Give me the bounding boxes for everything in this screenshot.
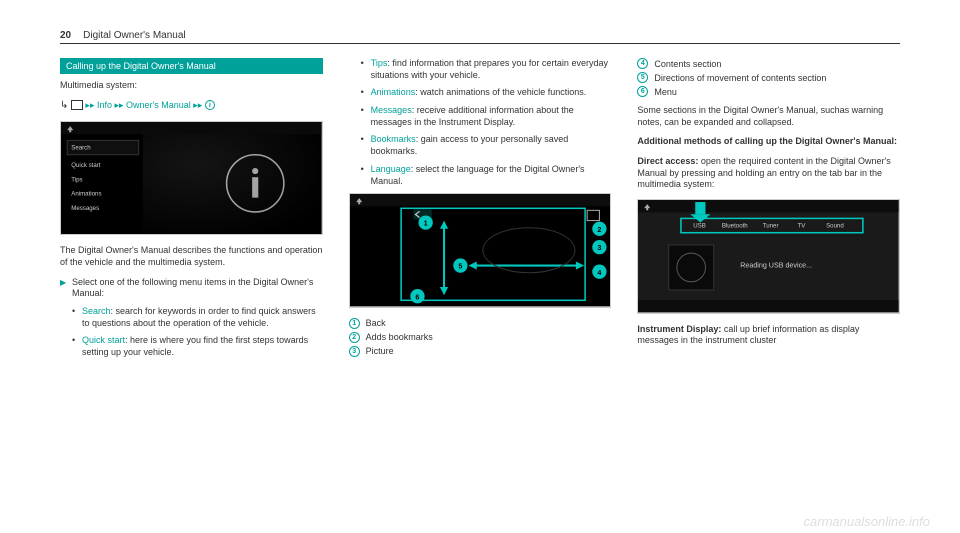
legend-number: 5	[637, 72, 648, 83]
nav-info: Info	[97, 100, 112, 110]
svg-text:TV: TV	[798, 223, 807, 230]
bold-text: Additional methods of calling up the Dig…	[637, 136, 897, 146]
instruction-1: Select one of the following menu items i…	[60, 277, 323, 300]
list-item: Animations: watch animations of the vehi…	[361, 87, 612, 99]
figure-2-content-nav: 1 2 3 4 5 6	[349, 193, 612, 307]
legend-item: 4 Contents section	[637, 58, 900, 69]
legend-text: Back	[366, 318, 386, 328]
svg-text:Tips: Tips	[71, 176, 82, 183]
item-key: Animations	[371, 87, 416, 97]
page-section-title: Digital Owner's Manual	[83, 30, 186, 41]
legend-item: 3 Picture	[349, 346, 612, 357]
legend-col3: 4 Contents section 5 Directions of movemen…	[637, 58, 900, 97]
svg-text:Quick start: Quick start	[71, 162, 101, 169]
legend-number: 3	[349, 346, 360, 357]
svg-text:Sound: Sound	[826, 223, 844, 230]
list-item: Tips: find information that prepares you…	[361, 58, 612, 81]
page-number: 20	[60, 30, 71, 41]
legend-item: 1 Back	[349, 318, 612, 329]
info-icon: i	[205, 100, 215, 110]
svg-text:4: 4	[597, 269, 601, 277]
legend-text: Adds bookmarks	[366, 332, 433, 342]
svg-text:Messages: Messages	[71, 205, 99, 212]
svg-text:1: 1	[423, 220, 427, 228]
item-text: : find information that prepares you for…	[371, 58, 608, 80]
content-columns: Calling up the Digital Owner's Manual Mu…	[60, 58, 900, 365]
legend-number: 1	[349, 318, 360, 329]
legend-number: 6	[637, 86, 648, 97]
svg-text:Search: Search	[71, 144, 91, 151]
svg-text:Reading USB device...: Reading USB device...	[741, 262, 813, 270]
page-header: 20 Digital Owner's Manual	[60, 30, 900, 44]
legend-text: Menu	[654, 87, 677, 97]
item-key: Language	[371, 164, 411, 174]
item-key: Bookmarks	[371, 134, 416, 144]
svg-text:USB: USB	[694, 223, 707, 230]
legend-item: 6 Menu	[637, 86, 900, 97]
svg-text:Tuner: Tuner	[763, 223, 779, 230]
subtitle: Multimedia system:	[60, 80, 323, 92]
figure-1-info-menu: Search Quick start Tips Animations Messa…	[60, 121, 323, 235]
item-text: : watch animations of the vehicle functi…	[415, 87, 586, 97]
svg-text:2: 2	[597, 226, 601, 234]
svg-text:Animations: Animations	[71, 190, 101, 197]
list-item: Bookmarks: gain access to your personall…	[361, 134, 612, 157]
legend-number: 4	[637, 58, 648, 69]
item-key: Tips	[371, 58, 388, 68]
item-key: Messages	[371, 105, 412, 115]
list-item: Quick start: here is where you find the …	[72, 335, 323, 358]
list-item: Language: select the language for the Di…	[361, 164, 612, 187]
watermark: carmanualsonline.info	[804, 514, 930, 529]
paragraph-c3-3: Direct access: open the required content…	[637, 156, 900, 191]
nav-breadcrumb: ↳ ▸▸ Info ▸▸ Owner's Manual ▸▸ i	[60, 100, 323, 111]
svg-text:3: 3	[597, 244, 601, 252]
list-item: Messages: receive additional information…	[361, 105, 612, 128]
item-text: : search for keywords in order to find q…	[82, 306, 316, 328]
item-key: Search	[82, 306, 111, 316]
svg-text:5: 5	[458, 263, 462, 271]
paragraph-c3-1: Some sections in the Digital Owner's Man…	[637, 105, 900, 128]
bold-text: Instrument Display:	[637, 324, 724, 334]
figure-3-direct-access: USB Bluetooth Tuner TV Sound Reading USB…	[637, 199, 900, 313]
item-key: Quick start	[82, 335, 125, 345]
legend-item: 2 Adds bookmarks	[349, 332, 612, 343]
legend-text: Picture	[366, 346, 394, 356]
column-2: Tips: find information that prepares you…	[349, 58, 612, 365]
paragraph-c3-2: Additional methods of calling up the Dig…	[637, 136, 900, 148]
svg-text:6: 6	[415, 293, 419, 301]
menu-items-list-2: Tips: find information that prepares you…	[361, 58, 612, 187]
paragraph-c3-4: Instrument Display: call up brief inform…	[637, 324, 900, 347]
nav-manual: Owner's Manual	[126, 100, 191, 110]
legend-item: 5 Directions of movement of contents sect…	[637, 72, 900, 83]
paragraph-1: The Digital Owner's Manual describes the…	[60, 245, 323, 268]
legend-text: Directions of movement of contents secti…	[654, 73, 826, 83]
column-1: Calling up the Digital Owner's Manual Mu…	[60, 58, 323, 365]
menu-items-list-1: Search: search for keywords in order to …	[72, 306, 323, 359]
section-heading: Calling up the Digital Owner's Manual	[60, 58, 323, 74]
svg-text:Bluetooth: Bluetooth	[722, 223, 748, 230]
legend-number: 2	[349, 332, 360, 343]
legend-col2: 1 Back 2 Adds bookmarks 3 Picture	[349, 318, 612, 357]
legend-text: Contents section	[654, 59, 721, 69]
list-item: Search: search for keywords in order to …	[72, 306, 323, 329]
home-icon	[71, 100, 83, 110]
bold-text: Direct access:	[637, 156, 701, 166]
column-3: 4 Contents section 5 Directions of movemen…	[637, 58, 900, 365]
